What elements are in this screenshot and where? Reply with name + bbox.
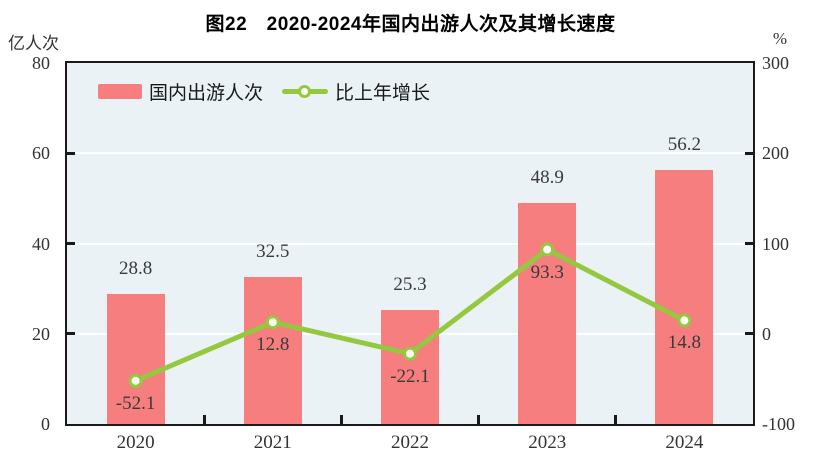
line-point bbox=[403, 346, 417, 361]
bar bbox=[655, 170, 714, 424]
legend-label: 国内出游人次 bbox=[149, 82, 264, 104]
line-value-label: -22.1 bbox=[390, 365, 430, 387]
bar bbox=[106, 294, 165, 424]
x-axis-tick bbox=[339, 415, 343, 424]
ticks-layer bbox=[67, 63, 753, 424]
bar bbox=[243, 277, 302, 424]
grid-line bbox=[67, 152, 753, 155]
x-axis-tick bbox=[202, 415, 206, 424]
bars-layer bbox=[67, 63, 753, 424]
left-axis-tick bbox=[67, 242, 75, 245]
y-axis-tick-label: 0 bbox=[41, 414, 50, 434]
chart-title: 图22 2020-2024年国内出游人次及其增长速度 bbox=[205, 14, 616, 35]
y-axis-tick-label: 40 bbox=[32, 233, 50, 254]
line-point bbox=[265, 315, 280, 330]
legend: 国内出游人次 比上年增长 bbox=[98, 76, 430, 106]
grid-line bbox=[67, 242, 753, 245]
bar-value-label: 28.8 bbox=[118, 258, 153, 280]
legend-label: 比上年增长 bbox=[335, 82, 431, 104]
y-axis-tick-label: 60 bbox=[32, 143, 50, 164]
right-axis-tick bbox=[745, 332, 753, 336]
left-axis-tick bbox=[67, 151, 75, 155]
x-axis-tick bbox=[477, 415, 481, 424]
bar bbox=[381, 309, 439, 424]
right-axis-tick bbox=[745, 151, 753, 155]
y-axis-tick-label: 80 bbox=[32, 53, 50, 73]
line-value-label: 93.3 bbox=[530, 261, 564, 283]
x-axis-label: 2020 bbox=[116, 432, 155, 453]
y2-axis-tick-label: 100 bbox=[762, 233, 789, 254]
x-axis-tick bbox=[614, 415, 618, 424]
line-value-label: -52.1 bbox=[115, 392, 156, 414]
right-axis-tick bbox=[745, 242, 753, 245]
x-axis-label: 2023 bbox=[528, 432, 567, 453]
bar bbox=[518, 203, 577, 424]
x-axis-label: 2022 bbox=[391, 432, 429, 453]
bar-value-label: 56.2 bbox=[667, 134, 702, 156]
left-axis-tick bbox=[67, 332, 75, 336]
line-legend-marker bbox=[298, 84, 312, 98]
y-axis-tick-label: 20 bbox=[32, 323, 50, 344]
line-legend-swatch bbox=[282, 84, 329, 98]
line-value-label: 14.8 bbox=[667, 332, 702, 354]
y2-axis-tick-label: 0 bbox=[762, 323, 771, 344]
line-layer bbox=[128, 242, 692, 388]
bar-value-label: 32.5 bbox=[256, 241, 290, 263]
left-axis-unit: 亿人次 bbox=[8, 34, 59, 53]
bar-value-label: 25.3 bbox=[393, 273, 427, 295]
x-axis-label: 2021 bbox=[253, 432, 292, 453]
data-labels-layer: 28.8 32.5 25.3 48.9 56.2 -52.1 12.8 -22.1 93.3 14… bbox=[67, 63, 753, 424]
legend-item-line: 比上年增长 bbox=[282, 78, 430, 105]
legend-item-bar: 国内出游人次 bbox=[98, 78, 263, 105]
plot-area: 28.8 32.5 25.3 48.9 56.2 -52.1 12.8 -22.1 93.3 14… bbox=[65, 61, 755, 426]
y2-axis-tick-label: 200 bbox=[762, 143, 789, 164]
line-point bbox=[128, 373, 143, 388]
right-axis-unit: % bbox=[772, 29, 788, 48]
y2-axis-tick-label: -100 bbox=[762, 414, 795, 434]
line-point bbox=[677, 313, 692, 328]
y2-axis-tick-label: 300 bbox=[762, 53, 789, 73]
line-value-label: 12.8 bbox=[256, 334, 290, 356]
x-axis-label: 2024 bbox=[665, 432, 704, 453]
bar-legend-swatch bbox=[98, 83, 142, 99]
line-point bbox=[540, 242, 555, 257]
bar-value-label: 48.9 bbox=[530, 167, 564, 189]
